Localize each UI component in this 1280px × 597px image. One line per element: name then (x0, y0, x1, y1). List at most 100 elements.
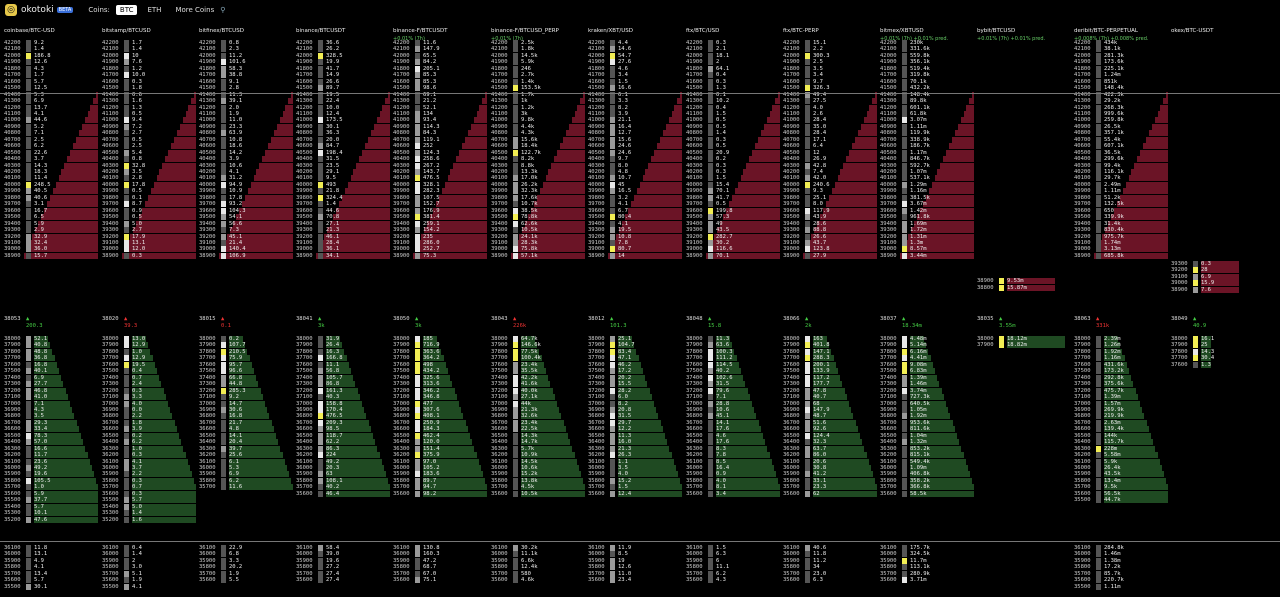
bid-row-low[interactable]: 35800 20.2 (199, 564, 293, 571)
bid-row[interactable]: 35300 1.4 (102, 510, 196, 517)
ask-row[interactable]: 41400 69.1 (393, 91, 487, 98)
ask-row[interactable]: 41700 10.0 (102, 72, 196, 79)
ask-row[interactable]: 39800 41.7 (686, 194, 780, 201)
ask-row[interactable]: 39700 132.5k (1074, 201, 1168, 208)
ask-row[interactable]: 41000 173.5 (296, 117, 390, 124)
bid-row[interactable]: 37400 20.2 (588, 374, 682, 381)
bid-row[interactable]: 37700 1.16m (1074, 355, 1168, 362)
bid-row[interactable]: 37800 1.0 (102, 348, 196, 355)
bid-row[interactable]: 37100 40.3 (296, 394, 390, 401)
ask-row[interactable]: 38900 685.8k (1074, 252, 1168, 259)
ask-row[interactable]: 42100 147.9 (393, 46, 487, 53)
bid-row[interactable]: 37600 498 (393, 361, 487, 368)
bid-row-low[interactable]: 35800 34 (783, 564, 877, 571)
ask-row[interactable]: 40500 22.6 (4, 149, 98, 156)
ask-row[interactable]: 42100 1.4 (102, 46, 196, 53)
ask-row[interactable]: 41800 519.4k (880, 65, 974, 72)
ask-row[interactable]: 41100 1.5 (686, 110, 780, 117)
bid-row-low[interactable]: 36000 1.46m (1074, 551, 1168, 558)
ask-row[interactable]: 39500 339.9k (1074, 214, 1168, 221)
ask-row[interactable]: 38900 14 (588, 252, 682, 259)
ask-row[interactable]: 39300 1.72m (880, 227, 974, 234)
bid-row[interactable]: 37100 27.1k (491, 394, 585, 401)
ask-row[interactable]: 40700 338.9k (880, 136, 974, 143)
bid-row[interactable]: 37300 177.7 (783, 381, 877, 388)
ask-row[interactable]: 40600 252 (393, 143, 487, 150)
bid-row[interactable]: 37100 346.8 (393, 394, 487, 401)
bid-row[interactable]: 37500 6.83m (880, 368, 974, 375)
column-title[interactable]: binance/BTCUSDT (296, 28, 346, 34)
ask-row[interactable]: 40200 116.1k (1074, 169, 1168, 175)
bid-row[interactable]: 37800 210.5 (199, 348, 293, 355)
ask-row[interactable]: 39100 13.1 (102, 239, 196, 246)
bid-row[interactable]: 36400 16.0 (588, 439, 682, 446)
ask-row[interactable]: 42000 300.3 (783, 52, 877, 59)
ask-row[interactable]: 40600 18.6 (199, 143, 293, 150)
bid-row[interactable]: 38000 4.48m (880, 336, 974, 342)
bid-row[interactable]: 37800 147.1 (783, 348, 877, 355)
ask-row[interactable]: 39800 40.6 (4, 194, 98, 201)
ask-row[interactable]: 39600 44.6 (296, 207, 390, 214)
coin-btc-button[interactable]: BTC (115, 5, 138, 15)
bid-row[interactable]: 35900 19.6 (4, 471, 98, 478)
ask-row[interactable]: 40000 17.8 (102, 181, 196, 188)
bid-row[interactable]: 37600 1.3 (1171, 361, 1265, 368)
ask-row[interactable]: 40100 17.0k (491, 175, 585, 182)
bid-row[interactable]: 37000 4.0 (102, 400, 196, 407)
ask-row[interactable]: 40200 1.07m (880, 169, 974, 175)
ask-row[interactable]: 42200 4.4 (588, 40, 682, 46)
ask-row[interactable]: 40100 537.1k (880, 175, 974, 182)
ask-row[interactable]: 40900 16.4 (588, 123, 682, 130)
ask-row[interactable]: 40300 10.6 (199, 162, 293, 169)
bid-row[interactable]: 35700 0.7 (102, 484, 196, 491)
bid-row[interactable]: 37400 66.8 (199, 374, 293, 381)
ask-row[interactable]: 40600 2.5 (102, 143, 196, 150)
ask-row[interactable]: 41000 9.8k (491, 117, 585, 124)
ask-row[interactable]: 40200 3.5 (102, 169, 196, 175)
ask-row[interactable]: 39500 381.4 (393, 214, 487, 221)
bid-row[interactable]: 37800 363.6 (393, 348, 487, 355)
ask-row[interactable]: 40300 8.0 (588, 162, 682, 169)
bid-row[interactable]: 36800 48.7 (783, 413, 877, 420)
ask-row[interactable]: 39500 961.8k (880, 214, 974, 221)
ask-row[interactable]: 39300 19.5 (588, 227, 682, 234)
bid-row[interactable]: 37200 346.2 (393, 387, 487, 394)
ask-row[interactable]: 40800 4.3k (491, 130, 585, 137)
bid-row[interactable]: 36500 462.4 (393, 432, 487, 439)
bid-row[interactable]: 36200 26.3 (588, 452, 682, 459)
bid-row[interactable]: 36900 1.05m (880, 406, 974, 413)
ask-row[interactable]: 39100 21.4 (199, 239, 293, 246)
bid-row[interactable]: 36200 5.58m (1074, 452, 1168, 459)
bid-row[interactable]: 37200 285.3 (199, 387, 293, 394)
ask-row[interactable]: 39700 4.1 (588, 201, 682, 208)
bid-row[interactable]: 37300 44.8 (199, 381, 293, 388)
ask-row[interactable]: 40000 493 (296, 181, 390, 188)
bid-row[interactable]: 37600 11.1 (296, 361, 390, 368)
ask-row[interactable]: 40700 17.1 (783, 136, 877, 143)
ask-row[interactable]: 41600 9.7 (783, 78, 877, 85)
ask-row[interactable]: 42000 10 (102, 52, 196, 59)
bid-row[interactable]: 35700 9.5k (1074, 484, 1168, 491)
bid-row[interactable]: 37700 111.2 (686, 355, 780, 362)
ask-row[interactable]: 40200 0.3 (686, 169, 780, 175)
ask-row[interactable]: 42000 14.5k (491, 52, 585, 59)
ask-row[interactable]: 41000 259.8k (1074, 117, 1168, 124)
bid-row[interactable]: 36100 14.5k (491, 458, 585, 465)
bid-row[interactable]: 37000 640.5k (880, 400, 974, 407)
bid-row[interactable]: 36600 17.6 (686, 426, 780, 433)
bid-row[interactable]: 36700 953.6k (880, 419, 974, 426)
bid-row[interactable]: 37500 35.5k (491, 368, 585, 375)
bid-row-low[interactable]: 35600 3.71m (880, 577, 974, 584)
ask-row[interactable]: 41700 2.7k (491, 72, 585, 79)
ask-row[interactable]: 39300 10.5k (491, 227, 585, 234)
bid-row-low[interactable]: 35700 580 (491, 570, 585, 577)
bid-row-low[interactable]: 35900 4.9 (4, 557, 98, 564)
bid-row-low[interactable]: 35600 75.1 (393, 577, 487, 584)
ask-row[interactable]: 41300 89.8k (880, 98, 974, 105)
ask-row[interactable]: 41400 49.4 (783, 91, 877, 98)
ask-row[interactable]: 42200 11.6 (393, 40, 487, 46)
ask-row[interactable]: 39500 54.1 (199, 214, 293, 221)
ask-row[interactable]: 41700 319.8k (880, 72, 974, 79)
bid-row[interactable]: 37000 14.7 (199, 400, 293, 407)
bid-row[interactable]: 36300 228m (1074, 445, 1168, 452)
